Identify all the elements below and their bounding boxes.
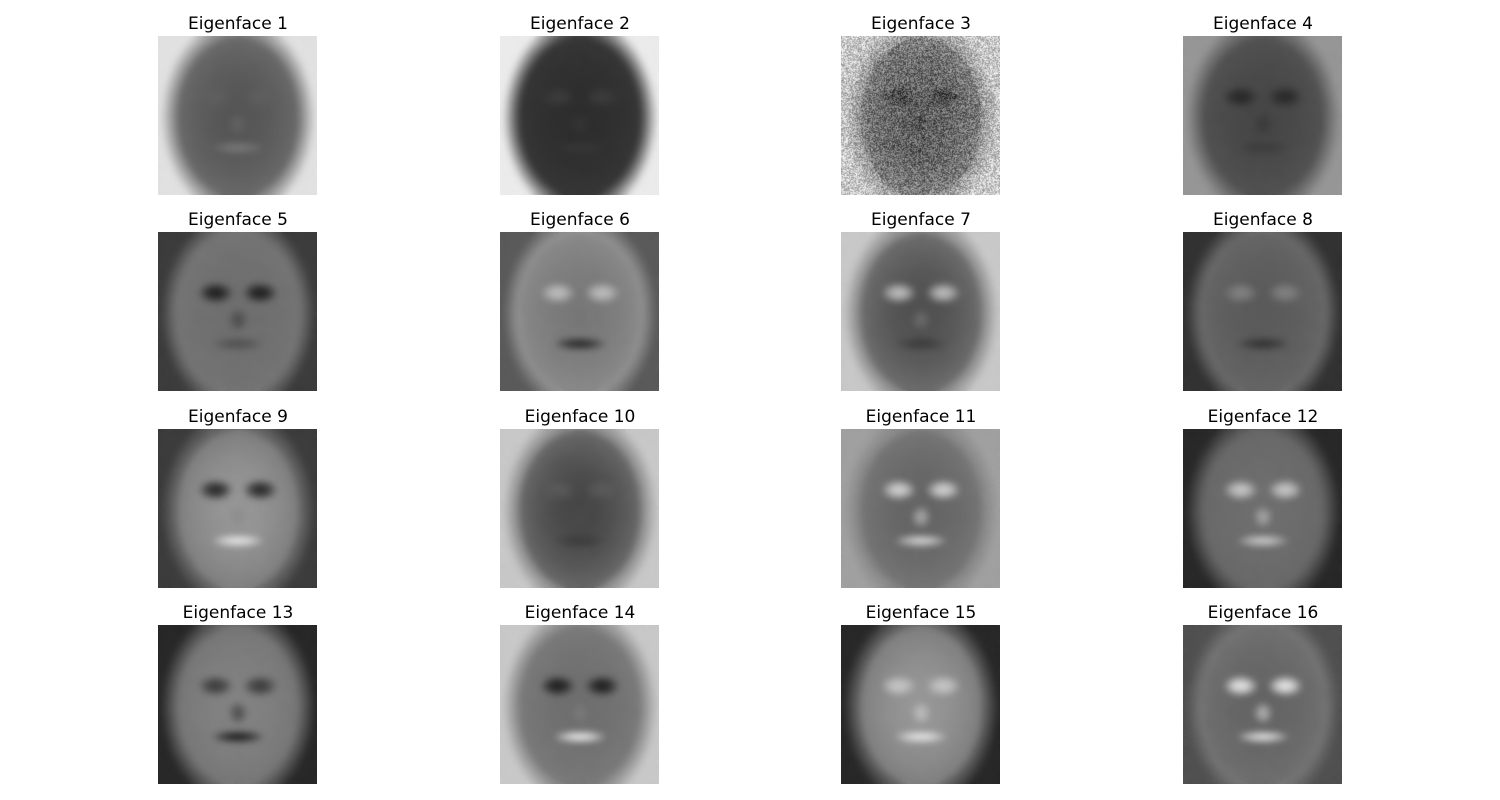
eigenface-image bbox=[500, 625, 659, 784]
eigenface-panel-5: Eigenface 5 bbox=[158, 208, 318, 391]
eigenface-title: Eigenface 13 bbox=[182, 603, 294, 623]
eigenface-panel-14: Eigenface 14 bbox=[500, 601, 660, 784]
eigenface-title: Eigenface 15 bbox=[865, 603, 977, 623]
eigenface-image bbox=[1183, 232, 1342, 391]
eigenface-panel-12: Eigenface 12 bbox=[1183, 405, 1343, 588]
eigenface-image bbox=[1183, 36, 1342, 195]
eigenface-image bbox=[841, 429, 1000, 588]
eigenface-title: Eigenface 14 bbox=[524, 603, 636, 623]
eigenface-image bbox=[158, 232, 317, 391]
eigenface-panel-16: Eigenface 16 bbox=[1183, 601, 1343, 784]
eigenface-image bbox=[500, 36, 659, 195]
eigenface-title: Eigenface 11 bbox=[865, 407, 977, 427]
eigenface-image bbox=[158, 429, 317, 588]
eigenface-panel-10: Eigenface 10 bbox=[500, 405, 660, 588]
eigenface-title: Eigenface 2 bbox=[530, 14, 630, 34]
eigenface-title: Eigenface 6 bbox=[530, 210, 630, 230]
eigenface-title: Eigenface 10 bbox=[524, 407, 636, 427]
eigenface-panel-7: Eigenface 7 bbox=[841, 208, 1001, 391]
eigenface-title: Eigenface 4 bbox=[1213, 14, 1313, 34]
eigenface-title: Eigenface 1 bbox=[188, 14, 288, 34]
eigenface-title: Eigenface 9 bbox=[188, 407, 288, 427]
eigenface-title: Eigenface 5 bbox=[188, 210, 288, 230]
eigenface-image bbox=[158, 625, 317, 784]
eigenface-panel-13: Eigenface 13 bbox=[158, 601, 318, 784]
eigenface-panel-3: Eigenface 3 bbox=[841, 12, 1001, 195]
eigenface-title: Eigenface 12 bbox=[1207, 407, 1319, 427]
eigenface-panel-9: Eigenface 9 bbox=[158, 405, 318, 588]
eigenface-image bbox=[841, 36, 1000, 195]
eigenface-panel-2: Eigenface 2 bbox=[500, 12, 660, 195]
eigenface-title: Eigenface 7 bbox=[871, 210, 971, 230]
eigenface-title: Eigenface 8 bbox=[1213, 210, 1313, 230]
eigenface-title: Eigenface 16 bbox=[1207, 603, 1319, 623]
eigenface-image bbox=[841, 625, 1000, 784]
eigenface-panel-15: Eigenface 15 bbox=[841, 601, 1001, 784]
eigenface-panel-1: Eigenface 1 bbox=[158, 12, 318, 195]
eigenface-image bbox=[1183, 429, 1342, 588]
eigenface-panel-4: Eigenface 4 bbox=[1183, 12, 1343, 195]
eigenface-panel-6: Eigenface 6 bbox=[500, 208, 660, 391]
eigenface-image bbox=[1183, 625, 1342, 784]
eigenface-image bbox=[158, 36, 317, 195]
eigenface-panel-8: Eigenface 8 bbox=[1183, 208, 1343, 391]
eigenface-panel-11: Eigenface 11 bbox=[841, 405, 1001, 588]
eigenface-title: Eigenface 3 bbox=[871, 14, 971, 34]
eigenface-image bbox=[500, 429, 659, 588]
eigenface-image bbox=[841, 232, 1000, 391]
eigenface-image bbox=[500, 232, 659, 391]
